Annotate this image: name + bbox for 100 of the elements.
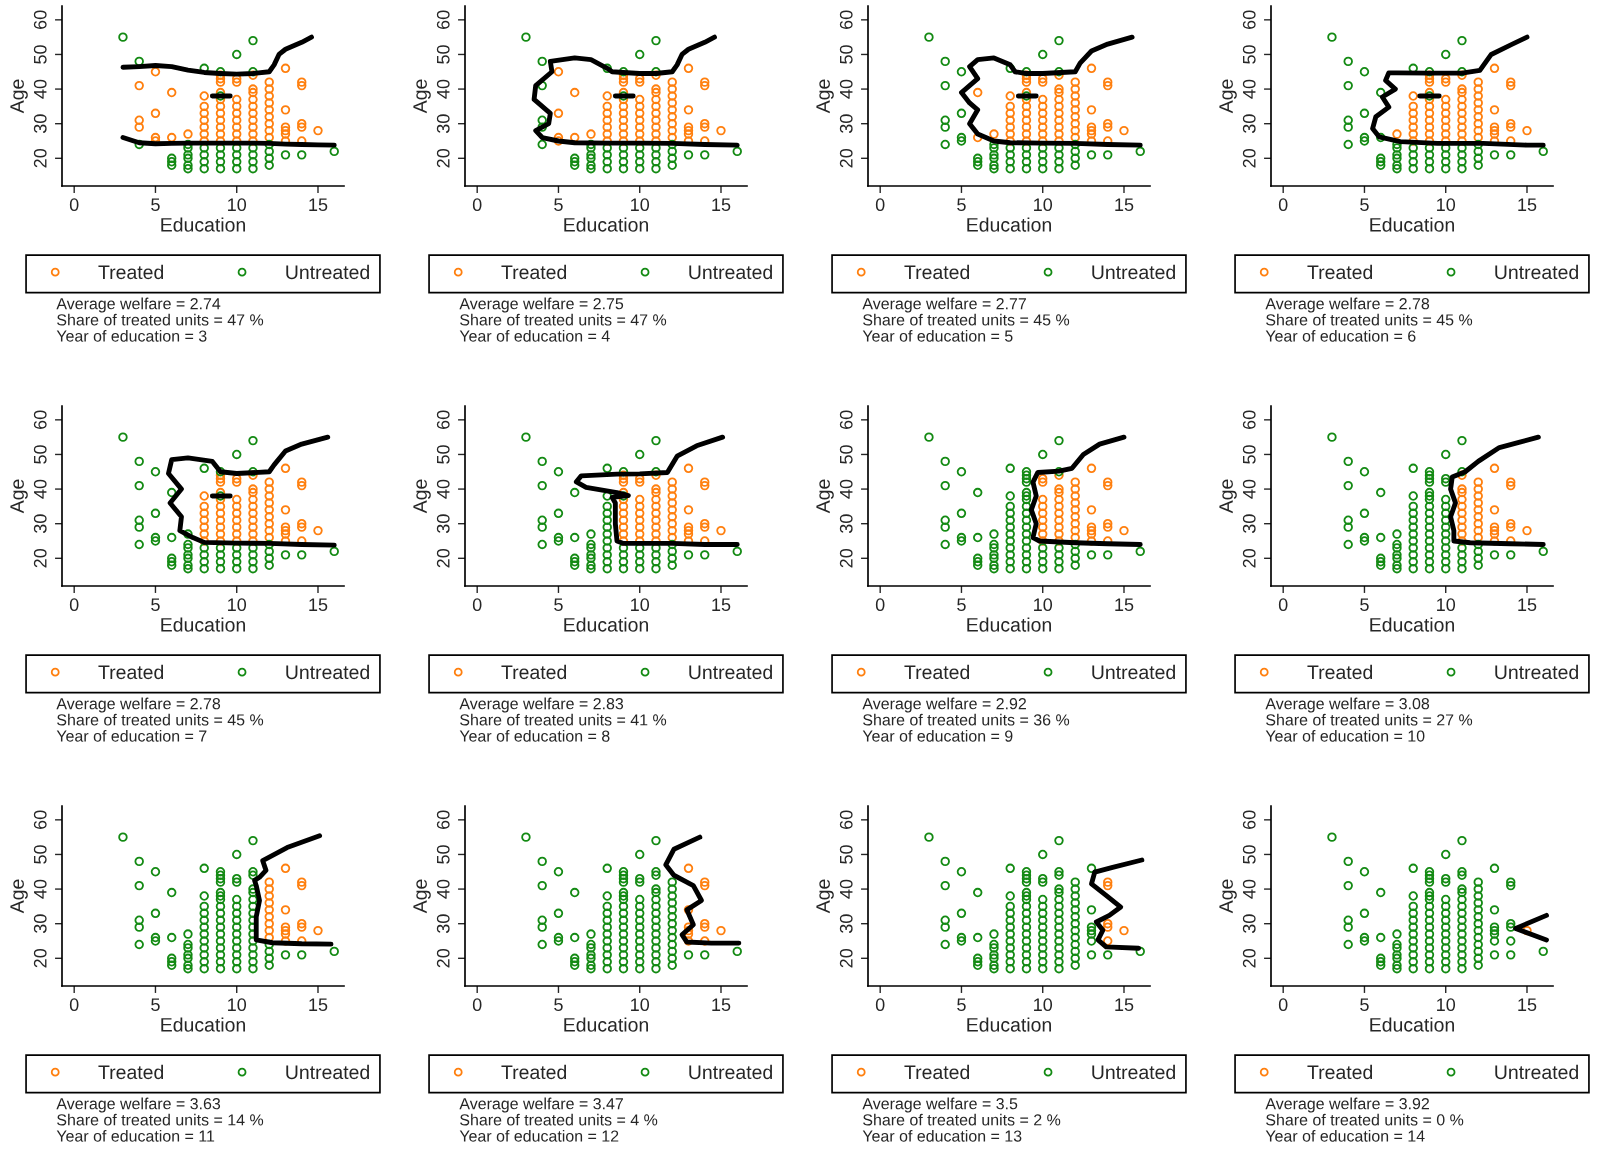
text: Share of treated units = 27 %	[1266, 713, 1473, 726]
text: Average welfare = 3.47	[459, 1097, 623, 1113]
x-axis-title: Education	[967, 617, 1051, 632]
x-tick-label: 5	[957, 998, 966, 1012]
y-tick-label: 40	[839, 879, 853, 899]
x-tick-label: 10	[228, 198, 247, 212]
text: Average welfare = 2.74	[56, 297, 221, 313]
text: Year of education = 6	[1265, 330, 1416, 342]
x-axis-title: Education	[1370, 617, 1454, 632]
y-axis-title: Age	[10, 879, 28, 914]
x-tick-label: 10	[1034, 998, 1053, 1012]
text: Year of education = 13	[862, 1130, 1022, 1142]
x-tick-label: 15	[1518, 198, 1537, 212]
x-tick-label: 0	[875, 198, 885, 212]
x-tick-label: 5	[151, 198, 160, 212]
x-axis-title: Education	[967, 217, 1051, 232]
x-tick-label: 5	[151, 998, 160, 1012]
text: Year of education = 5	[862, 330, 1013, 342]
y-tick-label: 40	[33, 479, 47, 499]
text: Share of treated units = 45 %	[863, 313, 1070, 326]
y-axis-title: Age	[413, 879, 431, 914]
y-tick-label: 40	[436, 79, 450, 99]
legend-label: Untreated	[689, 264, 772, 280]
legend-label: Treated	[1307, 1064, 1373, 1080]
y-tick-label: 50	[436, 45, 450, 64]
legend-label: Untreated	[286, 664, 369, 680]
legend-label: Untreated	[286, 1064, 369, 1080]
x-axis-title: Education	[161, 617, 245, 632]
y-tick-label: 20	[436, 548, 450, 568]
x-tick-label: 15	[712, 998, 731, 1012]
y-tick-label: 40	[1242, 79, 1256, 99]
legend-label: Untreated	[1495, 664, 1578, 680]
text: Share of treated units = 2 %	[863, 1113, 1061, 1126]
y-tick-label: 50	[1242, 445, 1256, 464]
x-tick-label: 15	[1518, 998, 1537, 1012]
x-tick-label: 0	[1278, 598, 1288, 612]
x-axis-title: Education	[564, 1017, 648, 1032]
x-tick-label: 15	[712, 598, 731, 612]
x-tick-label: 15	[309, 198, 328, 212]
x-tick-label: 0	[69, 598, 79, 612]
y-tick-label: 20	[33, 948, 47, 968]
text: Year of education = 4	[459, 330, 610, 342]
y-axis-title: Age	[1219, 879, 1237, 914]
legend-label: Untreated	[1495, 264, 1578, 280]
text: Average welfare = 3.63	[56, 1097, 221, 1113]
y-tick-label: 60	[839, 410, 853, 429]
legend-label: Treated	[98, 1064, 164, 1080]
x-tick-label: 0	[472, 198, 482, 212]
x-tick-label: 15	[309, 998, 328, 1012]
x-tick-label: 0	[1278, 998, 1288, 1012]
text: Year of education = 3	[56, 330, 207, 342]
y-tick-label: 60	[436, 410, 450, 429]
x-axis-title: Education	[1370, 1017, 1454, 1032]
y-tick-label: 20	[436, 148, 450, 168]
x-axis-title: Education	[564, 217, 648, 232]
x-tick-label: 10	[228, 598, 247, 612]
x-axis-title: Education	[161, 217, 245, 232]
x-tick-label: 0	[1278, 198, 1288, 212]
text: Share of treated units = 41 %	[460, 713, 667, 726]
y-tick-label: 30	[1242, 914, 1256, 934]
y-tick-label: 40	[1242, 879, 1256, 899]
text: Year of education = 7	[56, 730, 207, 742]
y-tick-label: 60	[1242, 10, 1256, 29]
legend-label: Treated	[1307, 264, 1373, 280]
y-tick-label: 30	[33, 114, 47, 134]
x-tick-label: 0	[69, 998, 79, 1012]
y-tick-label: 60	[33, 10, 47, 29]
legend-label: Untreated	[1092, 264, 1175, 280]
x-tick-label: 5	[1360, 198, 1369, 212]
y-tick-label: 50	[33, 445, 47, 464]
legend-label: Untreated	[689, 664, 772, 680]
y-tick-label: 20	[33, 148, 47, 168]
y-tick-label: 20	[839, 148, 853, 168]
legend-label: Untreated	[286, 264, 369, 280]
y-tick-label: 20	[1242, 148, 1256, 168]
x-tick-label: 10	[1437, 998, 1456, 1012]
y-tick-label: 60	[1242, 410, 1256, 429]
text: Share of treated units = 47 %	[460, 313, 667, 326]
y-tick-label: 50	[839, 845, 853, 864]
text: Average welfare = 2.77	[862, 297, 1026, 313]
y-tick-label: 30	[436, 514, 450, 534]
x-tick-label: 5	[957, 598, 966, 612]
y-tick-label: 50	[1242, 45, 1256, 64]
y-axis-title: Age	[413, 79, 431, 114]
y-tick-label: 50	[436, 845, 450, 864]
x-tick-label: 0	[472, 998, 482, 1012]
y-tick-label: 40	[33, 79, 47, 99]
y-tick-label: 30	[1242, 514, 1256, 534]
text: Share of treated units = 47 %	[57, 313, 264, 326]
y-axis-title: Age	[816, 879, 834, 914]
text: Year of education = 14	[1265, 1130, 1425, 1142]
text: Year of education = 11	[56, 1130, 215, 1142]
text: Share of treated units = 14 %	[57, 1113, 264, 1126]
y-tick-label: 60	[436, 810, 450, 829]
x-tick-label: 0	[69, 198, 79, 212]
x-tick-label: 15	[1115, 998, 1134, 1012]
text: Share of treated units = 45 %	[1266, 313, 1473, 326]
y-axis-title: Age	[816, 79, 834, 114]
y-tick-label: 30	[839, 514, 853, 534]
x-tick-label: 10	[1437, 198, 1456, 212]
